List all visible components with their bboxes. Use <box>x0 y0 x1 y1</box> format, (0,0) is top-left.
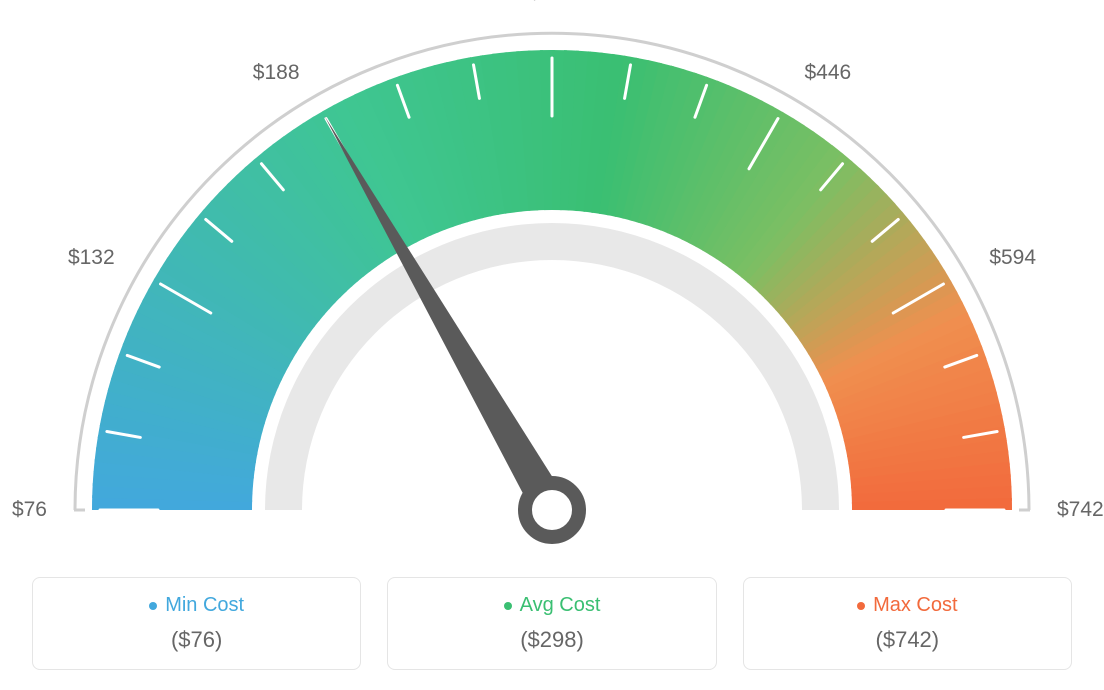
legend-value-min: ($76) <box>43 627 350 653</box>
legend-title-avg: Avg Cost <box>520 594 601 617</box>
scale-label: $742 <box>1057 498 1104 522</box>
legend-card-min: Min Cost ($76) <box>32 577 361 670</box>
legend-value-max: ($742) <box>754 627 1061 653</box>
gauge <box>0 0 1104 560</box>
scale-label: $188 <box>253 61 300 85</box>
scale-label: $446 <box>805 61 852 85</box>
legend: Min Cost ($76) Avg Cost ($298) Max Cost … <box>32 577 1072 670</box>
legend-dot-min <box>149 602 157 610</box>
scale-label: $132 <box>68 246 115 270</box>
legend-title-max: Max Cost <box>873 594 957 617</box>
scale-label: $594 <box>989 246 1036 270</box>
legend-title-min: Min Cost <box>165 594 244 617</box>
scale-label: $298 <box>529 0 576 5</box>
scale-label: $76 <box>12 498 47 522</box>
legend-dot-avg <box>504 602 512 610</box>
legend-card-avg: Avg Cost ($298) <box>387 577 716 670</box>
legend-dot-max <box>857 602 865 610</box>
legend-card-max: Max Cost ($742) <box>743 577 1072 670</box>
cost-gauge-chart: $76 $132 $188 $298 $446 $594 $742 Min Cost ($7… <box>0 0 1104 690</box>
legend-value-avg: ($298) <box>398 627 705 653</box>
